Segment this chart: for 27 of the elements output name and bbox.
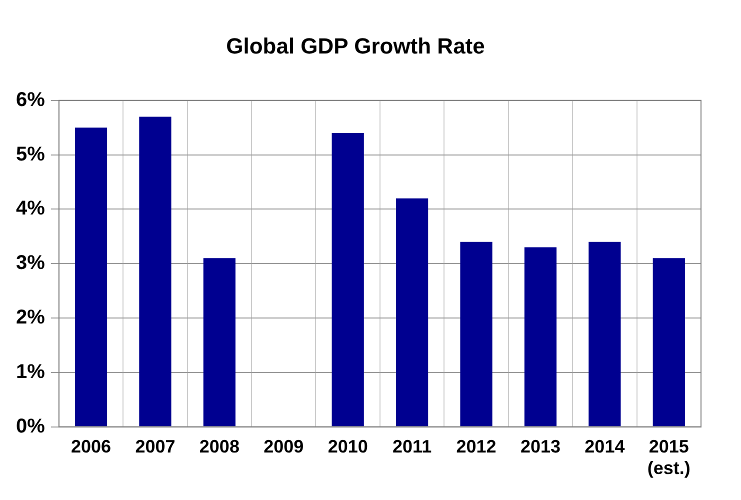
bar [203,258,236,426]
x-tick-label: 2013 [520,436,560,457]
bar [74,128,108,426]
y-tick-label: 2% [16,306,46,329]
y-tick-label: 6% [16,88,46,111]
chart-title: Global GDP Growth Rate [226,33,485,58]
x-tick-label: 2006 [70,436,112,457]
y-tick-label: 1% [16,360,46,383]
x-tick-label: 2015 (est.) [647,436,690,478]
x-tick-label: 2014 [584,436,625,457]
y-tick-label: 3% [16,252,46,274]
bar [524,247,557,426]
bar [139,116,172,426]
bar [332,133,364,426]
y-tick-label: 5% [16,143,46,166]
x-tick-label: 2011 [392,436,432,457]
bar [652,258,685,426]
x-tick-label: 2008 [199,436,240,457]
x-tick-label: 2007 [135,436,176,457]
x-tick-label: 2012 [456,436,496,457]
x-tick-label: 2010 [328,436,368,457]
x-tick-label: 2009 [264,436,304,457]
bar [588,242,621,426]
y-tick-label: 0% [16,415,46,438]
y-tick-label: 4% [16,198,46,220]
bar [396,198,428,426]
bar [460,242,492,426]
